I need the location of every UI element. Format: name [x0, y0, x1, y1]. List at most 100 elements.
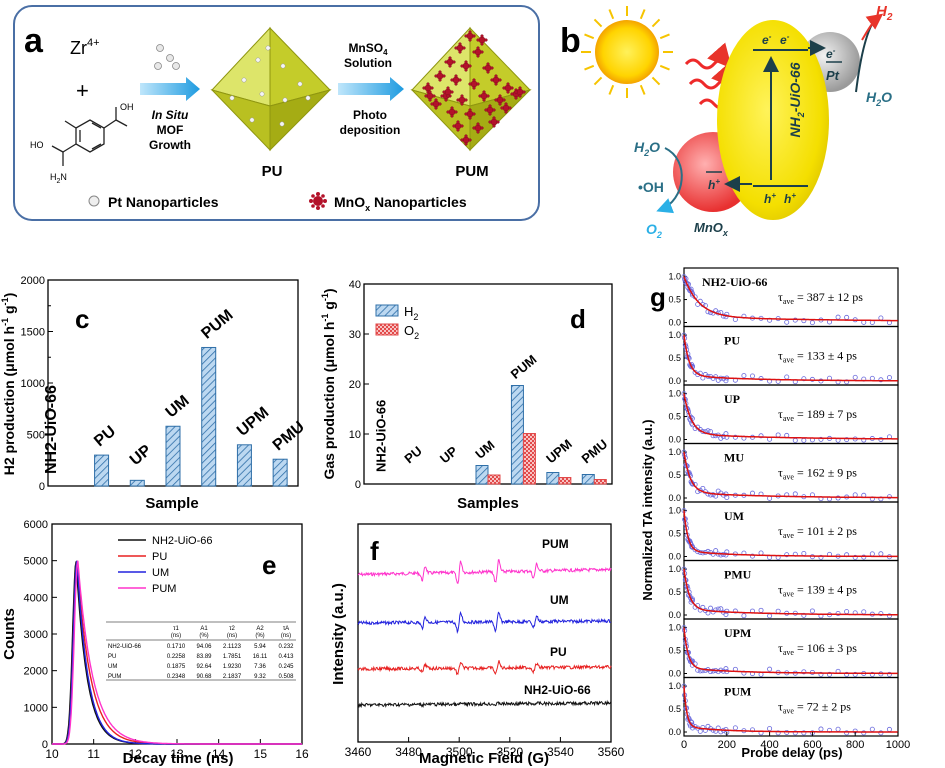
arrow-2-icon: [338, 77, 404, 101]
mnox-spike: [476, 54, 480, 58]
c-cat-label: UP: [127, 442, 155, 470]
panel-a-synthesis-scheme: a Zr4+ + OH HO H2N In Situ MOF: [13, 5, 540, 221]
mnox-nanoparticle-15: [494, 94, 506, 106]
g-sample-label: PMU: [724, 568, 752, 582]
amine-n: N: [60, 172, 67, 182]
g-point: [710, 551, 716, 557]
mnox-spike: [464, 60, 468, 64]
mnox-spike: [498, 102, 502, 106]
g-point: [835, 495, 841, 501]
e-table-cell: 7.36: [254, 664, 266, 670]
legend-o2-label: O2: [404, 323, 419, 341]
g-xtick-label: 0: [681, 739, 687, 751]
g-ytick-label: 0.0: [668, 493, 681, 503]
mnox-spike: [476, 46, 480, 50]
e-table-unit: (%): [199, 633, 208, 639]
mnox-core: [484, 64, 492, 72]
mnox-spike: [464, 134, 468, 138]
g-point: [767, 666, 773, 672]
mnox-spike: [488, 120, 492, 124]
mnox-spike: [430, 86, 434, 90]
e-table-cell: 0.1710: [167, 644, 186, 650]
g-point: [801, 669, 807, 675]
g-tau-symbol: τ: [778, 466, 783, 480]
e-table-cell: 9.32: [254, 674, 266, 680]
h2-sup: +: [791, 191, 796, 200]
g-tau-label: τave = 139 ± 4 ps: [778, 583, 857, 599]
h2-text: h: [784, 192, 791, 206]
mnox-spike: [482, 98, 486, 102]
g-point: [861, 554, 867, 560]
f-spectrum-NH2-UiO-66: [357, 699, 612, 709]
g-point: [869, 726, 875, 732]
g-point: [784, 374, 790, 380]
mnox-core: [424, 84, 432, 92]
mnox-spike: [480, 34, 484, 38]
g-tau-sub: ave: [783, 590, 795, 599]
mnox-spike: [490, 78, 494, 82]
g-fit-line: [683, 627, 898, 675]
g-point: [732, 608, 738, 614]
g-ytick-label: 0.0: [668, 727, 681, 737]
panel-f-epr-chart: 3460 3480 3500 3520 3540 3560 f Magnetic Fiel…: [330, 523, 625, 767]
mnox-nanoparticle-25: [460, 134, 472, 146]
mnox-spike: [488, 104, 492, 108]
g-point: [818, 726, 824, 732]
e-ytick-label: 0: [42, 739, 48, 751]
ho-label: HO: [30, 140, 44, 150]
panel-e-letter: e: [262, 550, 276, 580]
g-point: [886, 726, 892, 732]
mnox-legend-text: MnO: [334, 194, 365, 210]
f-xtick-label: 3540: [547, 745, 574, 759]
mof-particle-icon: [717, 20, 829, 220]
mnox-spike: [492, 116, 496, 120]
g-subplot-UP: 0.0 0.5 1.0 UP τave = 189 ± 7 ps: [668, 384, 899, 445]
panel-d-y-ticks: 0 10 20 30 40: [349, 279, 369, 491]
mnox-spike: [506, 82, 510, 86]
g-point: [878, 377, 884, 383]
g-tau-value: = 162 ± 9 ps: [794, 466, 857, 480]
mnox-spike: [476, 130, 480, 134]
g-point: [861, 730, 867, 736]
g-point: [767, 495, 773, 501]
step2-line1: Photo: [353, 108, 387, 122]
linker-molecule-icon: [51, 107, 128, 166]
d-yl-text: Gas production (μmol h: [321, 322, 337, 480]
mof-sub: 2: [796, 112, 806, 118]
e2-text: e: [780, 33, 787, 47]
g-ytick-label: 0.5: [668, 353, 681, 363]
mnox-spike: [514, 90, 518, 94]
mnox-spike: [442, 90, 446, 94]
c-cat-label: PUM: [198, 307, 236, 343]
mnox-spike: [476, 82, 480, 86]
mnox-core: [466, 110, 474, 118]
mnox-nanoparticle-11: [422, 82, 434, 94]
mnox-spike: [428, 90, 432, 94]
mnox-core: [426, 92, 434, 100]
g-point: [878, 611, 884, 617]
mnox-core: [474, 124, 482, 132]
e1-text: e: [762, 33, 769, 47]
mnso4-sub: 4: [383, 48, 388, 57]
g-point: [792, 491, 798, 497]
e-table-cell: UM: [108, 664, 117, 670]
g-point: [749, 490, 755, 496]
g-point: [835, 610, 841, 616]
d-cat-label: UM: [472, 437, 497, 461]
h2o-r-sub: 2: [875, 98, 881, 108]
c-cat-label: PU: [91, 423, 119, 450]
mnox-spike: [458, 78, 462, 82]
e-xtick-label: 15: [254, 747, 268, 761]
panel-a-letter: a: [24, 22, 44, 60]
mnox-core: [454, 122, 462, 130]
mnox-nanoparticle-22: [452, 120, 464, 132]
c-yl-mid: g: [1, 305, 17, 317]
mnox-spike: [476, 38, 480, 42]
mnox-core: [436, 72, 444, 80]
g-fit-line: [683, 276, 898, 322]
oxidation-path: [656, 147, 683, 214]
lg-h-text: H: [404, 304, 413, 319]
g-tau-sub: ave: [783, 414, 795, 423]
mnox-core: [452, 76, 460, 84]
mnox-spike: [472, 78, 476, 82]
